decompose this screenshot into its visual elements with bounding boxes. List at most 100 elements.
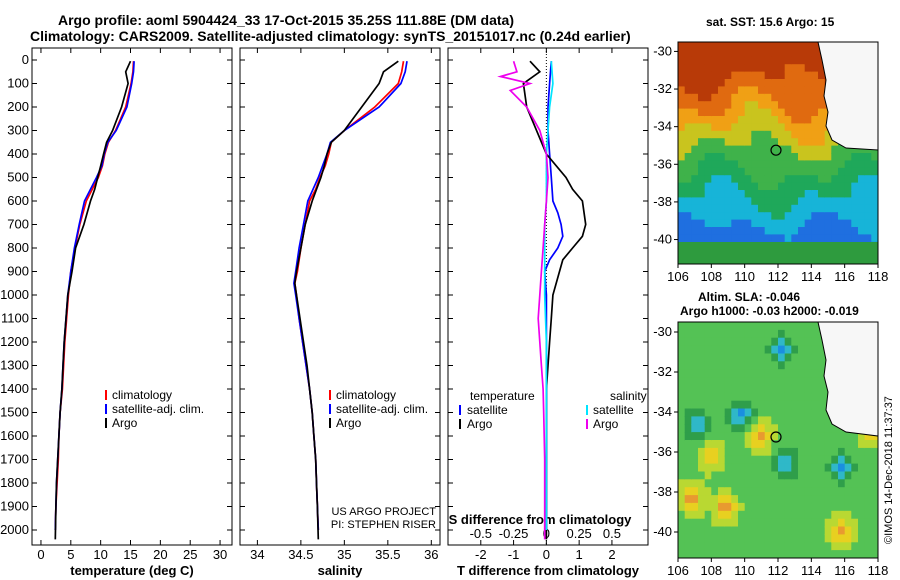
map_sla-cell <box>804 408 812 417</box>
map_sst-cell <box>691 64 699 73</box>
map_sla-cell <box>698 369 706 378</box>
map_sst-cell <box>844 160 852 169</box>
map_sla-cell <box>824 447 832 457</box>
map_sla-cell <box>751 542 759 551</box>
map_sst-cell <box>744 79 752 87</box>
map_sst-cell <box>751 204 759 213</box>
map_sst-cell <box>738 56 746 65</box>
map_sst-cell <box>764 190 772 198</box>
map_sla-cell <box>858 471 866 480</box>
map_sla-cell <box>704 361 712 370</box>
map_sla-cell <box>804 400 812 410</box>
map_sla-cell <box>764 479 772 488</box>
map_sst-cell <box>771 86 779 95</box>
map_sst-cell <box>718 167 726 176</box>
map_sla-cell <box>771 416 779 425</box>
map_sla-cell <box>678 463 686 473</box>
map_sla-cell <box>784 361 792 370</box>
map_sla-cell <box>744 322 752 331</box>
map_sla-cell <box>804 369 812 378</box>
map_sst-cell <box>791 123 799 132</box>
map_sst-cell <box>691 138 699 147</box>
map_sst-cell <box>811 49 819 58</box>
map_sla-cell <box>771 487 779 496</box>
map_sst-cell <box>851 182 859 191</box>
map_sst-cell <box>824 234 832 242</box>
map_sla-cell <box>778 369 786 378</box>
map_sla-cell <box>731 384 739 394</box>
map_sst-cell <box>811 160 819 169</box>
map_sla-cell <box>771 518 779 528</box>
map_sla-cell <box>691 502 699 512</box>
map_sst-cell <box>804 108 812 117</box>
map_sla-cell <box>778 487 786 496</box>
map_sla-cell <box>771 392 779 402</box>
map_sla-cell <box>691 322 699 331</box>
map_sst-cell <box>778 190 786 198</box>
map_sst-cell <box>778 204 786 213</box>
map_sst-cell <box>724 49 732 58</box>
map_sst-cell <box>831 190 839 198</box>
map_sla-cell <box>818 440 826 449</box>
map_sst-cell <box>724 153 732 161</box>
map_sst-cell <box>804 227 812 235</box>
map_sst-cell <box>798 160 806 169</box>
map_sst-cell <box>798 64 806 73</box>
map_sla-cell <box>731 463 739 473</box>
map_sla-cell <box>731 542 739 551</box>
map_sla-cell <box>784 463 792 473</box>
map_sla-cell <box>838 447 846 457</box>
map_sla-cell <box>758 369 766 378</box>
map_sla-cell <box>684 337 692 347</box>
map_sst-cell <box>684 153 692 161</box>
map_sst-cell <box>691 204 699 213</box>
map_sst-cell <box>744 116 752 124</box>
map_sla-cell <box>784 487 792 496</box>
map_sla-cell <box>798 440 806 449</box>
map_sla-cell <box>751 353 759 362</box>
map_sla-cell <box>718 447 726 457</box>
depth-tick-label: 200 <box>7 99 29 114</box>
map_sst-cell <box>784 182 792 191</box>
x-tick-label-differences: 2 <box>608 547 615 562</box>
map_sst-cell <box>811 190 819 198</box>
map_sla-cell <box>758 487 766 496</box>
map_sla-cell <box>678 329 686 339</box>
map_sst-cell <box>811 93 819 102</box>
map_sst-cell <box>731 108 739 117</box>
map_sst-cell <box>838 190 846 198</box>
map_sla-cell <box>738 432 746 441</box>
map_sla-cell <box>778 345 786 355</box>
map_sla-cell <box>858 534 866 543</box>
map_sla-cell <box>791 322 799 331</box>
map_sst-cell <box>784 145 792 154</box>
map_sst-cell <box>758 204 766 213</box>
map_sla-cell <box>824 416 832 425</box>
map_sst-cell <box>838 160 846 169</box>
map_sla-cell <box>818 392 826 402</box>
map_sla-cell <box>744 471 752 480</box>
map_sla-cell <box>731 487 739 496</box>
map_sst-cell <box>718 49 726 58</box>
map_sst-cell <box>718 204 726 213</box>
map_sst-cell <box>791 212 799 221</box>
map_sst-cell <box>824 190 832 198</box>
map_sst-cell <box>724 71 732 80</box>
map_sla-cell <box>818 534 826 543</box>
map_sst-cell <box>771 212 779 221</box>
map_sla-cell <box>771 471 779 480</box>
map_sst-cell <box>764 234 772 242</box>
map_sst-cell <box>698 123 706 132</box>
map_sla-cell <box>751 337 759 347</box>
map_sla-cell <box>691 495 699 504</box>
map_sst-cell <box>731 197 739 206</box>
map_sst-cell <box>758 138 766 147</box>
map_sla-cell <box>738 416 746 425</box>
map_sla-cell <box>844 455 852 465</box>
map_sla-cell <box>698 455 706 465</box>
map_sla-cell <box>751 384 759 394</box>
map_sst-cell <box>698 101 706 110</box>
legend-t-label-0: temperature <box>470 389 535 403</box>
map_sst-cell <box>784 153 792 161</box>
figure-title-line2: Climatology: CARS2009. Satellite-adjuste… <box>30 28 631 44</box>
